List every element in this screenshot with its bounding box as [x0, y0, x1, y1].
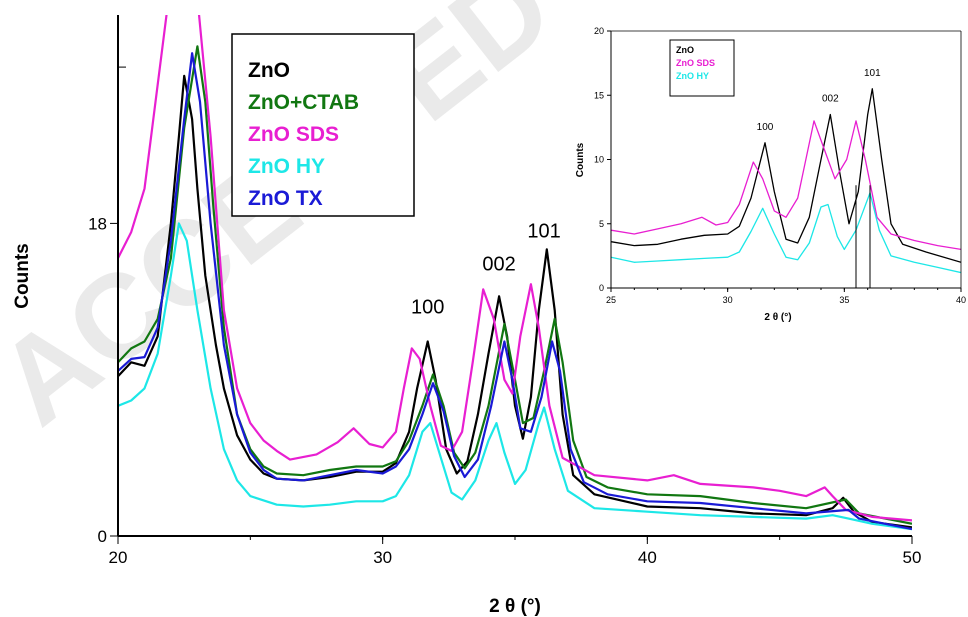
inset-x-axis-label: 2 θ (°): [764, 312, 791, 323]
main-x-tick-label: 40: [638, 548, 657, 567]
inset-tick-labels: 25 30 35 40 0 5 10 15 20: [594, 26, 966, 305]
inset-legend-entry: ZnO: [676, 45, 694, 55]
inset-series-lines: [611, 88, 961, 288]
main-x-axis-label: 2 θ (°): [489, 596, 541, 617]
main-series-line-3: [118, 222, 912, 531]
inset-series-line-0: [611, 88, 961, 263]
main-series-line-1: [118, 45, 912, 525]
inset-peak-label: 002: [822, 94, 839, 105]
main-legend-entry: ZnO: [248, 59, 290, 82]
main-legend-box: [231, 33, 415, 217]
main-peak-label: 100: [411, 297, 444, 319]
inset-y-axis-label: Counts: [575, 142, 586, 177]
main-legend-entry: ZnO TX: [248, 187, 323, 210]
inset-y-tick-label: 0: [599, 283, 604, 293]
main-series-line-0: [118, 74, 912, 529]
inset-axes: [607, 30, 962, 292]
main-peak-label: 101: [527, 220, 560, 242]
inset-chart: 25 30 35 40 0 5 10 15 20 100 002 101 2 θ (°) Count…: [575, 26, 966, 323]
main-series-line-4: [118, 52, 912, 531]
inset-legend-entry: ZnO HY: [676, 71, 709, 81]
main-series-lines: [118, 15, 912, 531]
inset-y-tick-label: 5: [599, 219, 604, 229]
inset-y-tick-label: 20: [594, 26, 604, 36]
inset-y-tick-label: 15: [594, 90, 604, 100]
main-y-axis-label: Counts: [12, 243, 33, 308]
main-legend-entry: ZnO SDS: [248, 123, 339, 146]
main-legend: ZnO ZnO+CTAB ZnO SDS ZnO HY ZnO TX: [231, 33, 415, 217]
main-peak-label: 002: [482, 253, 515, 275]
main-legend-entry: ZnO+CTAB: [248, 91, 359, 114]
main-x-tick-label: 50: [903, 548, 922, 567]
inset-peak-label: 101: [864, 68, 881, 79]
inset-x-tick-label: 30: [723, 295, 733, 305]
inset-x-tick-label: 35: [839, 295, 849, 305]
inset-annotations: 100 002 101: [757, 68, 881, 133]
inset-series-line-2: [611, 192, 961, 274]
inset-series-line-1: [611, 120, 961, 251]
inset-legend-entry: ZnO SDS: [676, 58, 715, 68]
main-y-tick-label: 18: [88, 214, 107, 233]
main-legend-entry: ZnO HY: [248, 155, 325, 178]
inset-peak-label: 100: [757, 122, 774, 133]
inset-y-tick-label: 10: [594, 155, 604, 165]
main-axes: [110, 15, 913, 544]
inset-legend: ZnO ZnO SDS ZnO HY: [669, 39, 735, 97]
main-x-tick-label: 30: [373, 548, 392, 567]
inset-legend-box: [669, 39, 735, 97]
main-x-tick-label: 20: [109, 548, 128, 567]
main-annotations: 100 002 101: [411, 220, 561, 318]
main-y-tick-label: 0: [98, 527, 107, 546]
inset-x-tick-label: 40: [956, 295, 966, 305]
inset-x-tick-label: 25: [606, 295, 616, 305]
main-series-line-2: [118, 15, 912, 522]
